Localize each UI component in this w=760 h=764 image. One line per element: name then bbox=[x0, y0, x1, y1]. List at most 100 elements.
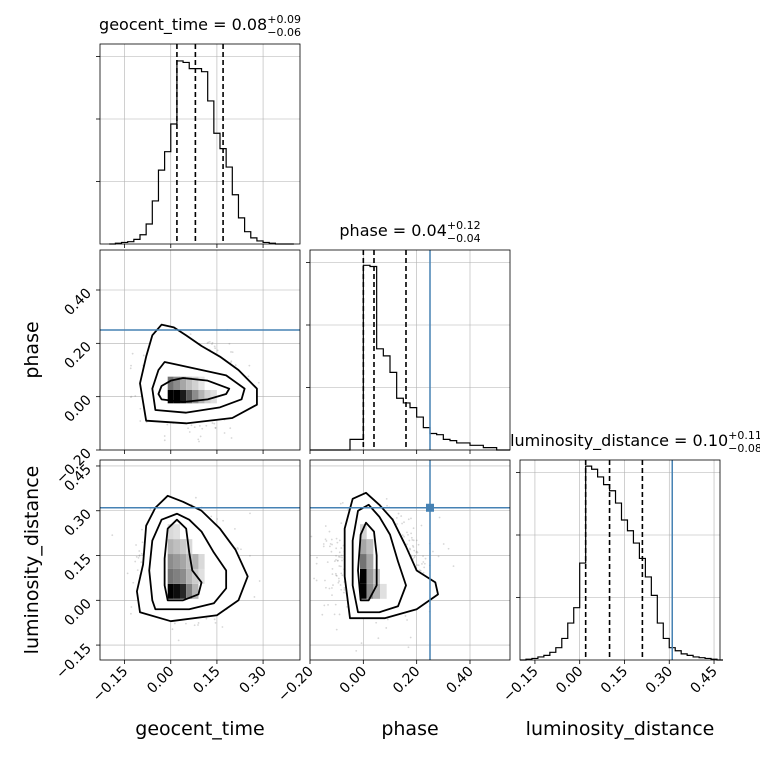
scatter-point bbox=[331, 594, 333, 596]
contour-level-2 bbox=[351, 503, 407, 614]
density-cell bbox=[360, 568, 367, 584]
scatter-point bbox=[214, 427, 217, 429]
scatter-point bbox=[337, 577, 340, 580]
scatter-point bbox=[214, 426, 217, 429]
scatter-point bbox=[416, 564, 418, 566]
scatter-point bbox=[335, 547, 338, 550]
scatter-point bbox=[249, 512, 251, 515]
scatter-point bbox=[135, 544, 137, 546]
scatter-point bbox=[325, 586, 327, 589]
scatter-point bbox=[417, 543, 420, 546]
scatter-point bbox=[213, 422, 216, 425]
scatter-point bbox=[335, 558, 337, 561]
scatter-point bbox=[339, 502, 342, 505]
contour-level-1 bbox=[163, 518, 203, 602]
scatter-point bbox=[230, 351, 232, 353]
scatter-point bbox=[138, 554, 141, 557]
density-cell bbox=[380, 583, 387, 599]
scatter-point bbox=[424, 557, 427, 560]
scatter-point bbox=[234, 364, 237, 367]
scatter-point bbox=[142, 354, 145, 357]
scatter-point bbox=[134, 560, 137, 563]
title-plus: +0.09 bbox=[267, 13, 301, 26]
scatter-point bbox=[163, 439, 166, 442]
scatter-point bbox=[134, 395, 137, 397]
scatter-point bbox=[452, 565, 455, 568]
title-value: 0.10 bbox=[693, 431, 729, 450]
y-axis-label-luminosity-distance: luminosity_distance bbox=[21, 466, 43, 655]
scatter-point bbox=[139, 407, 142, 410]
density-cell bbox=[192, 568, 199, 584]
x-tick-label: 0.20 bbox=[390, 664, 423, 697]
x-tick-label: 0.15 bbox=[598, 664, 631, 697]
contour-level-2 bbox=[148, 512, 228, 611]
scatter-point bbox=[410, 536, 413, 539]
scatter-point bbox=[336, 541, 339, 544]
density-cell bbox=[167, 390, 174, 404]
scatter-point bbox=[409, 636, 412, 639]
density-cell bbox=[186, 376, 193, 390]
scatter-point bbox=[336, 559, 339, 562]
panel-frame-2-2 bbox=[519, 459, 721, 661]
scatter-point bbox=[324, 538, 327, 541]
scatter-point bbox=[377, 637, 380, 640]
scatter-point bbox=[231, 351, 234, 354]
scatter-point bbox=[400, 515, 403, 517]
scatter-point bbox=[248, 364, 251, 367]
density-cell bbox=[173, 568, 180, 584]
scatter-point bbox=[340, 588, 343, 591]
scatter-point bbox=[337, 581, 340, 584]
scatter-point bbox=[131, 352, 134, 355]
scatter-point bbox=[342, 591, 345, 594]
scatter-point bbox=[438, 516, 441, 519]
scatter-point bbox=[211, 343, 213, 345]
x-tick-label: −0.15 bbox=[90, 664, 132, 706]
scatter-point bbox=[412, 539, 415, 542]
scatter-point bbox=[207, 341, 210, 344]
scatter-point bbox=[386, 618, 389, 621]
scatter-point bbox=[340, 547, 343, 549]
scatter-point bbox=[341, 556, 343, 559]
scatter-point bbox=[334, 572, 337, 575]
density-cell bbox=[167, 376, 174, 390]
scatter-point bbox=[325, 540, 328, 542]
density-cell bbox=[366, 539, 374, 555]
scatter-point bbox=[197, 622, 200, 624]
scatter-point bbox=[335, 574, 338, 577]
density-cell bbox=[373, 583, 380, 599]
scatter-point bbox=[140, 552, 143, 555]
scatter-point bbox=[335, 628, 338, 631]
scatter-point bbox=[214, 347, 217, 350]
density-cell bbox=[173, 524, 180, 540]
scatter-point bbox=[135, 555, 138, 558]
scatter-point bbox=[340, 572, 343, 575]
contour-level-3 bbox=[343, 491, 439, 620]
hist-panel-phase bbox=[306, 250, 510, 454]
scatter-point bbox=[411, 539, 414, 541]
scatter-point bbox=[337, 555, 340, 558]
y-tick-label: 0.40 bbox=[61, 286, 94, 319]
scatter-point bbox=[410, 532, 413, 535]
x-axis-label-luminosity-distance: luminosity_distance bbox=[526, 718, 715, 740]
x-tick-label: 0.00 bbox=[144, 664, 177, 697]
title-name: phase bbox=[339, 221, 387, 240]
scatter-point bbox=[201, 427, 204, 430]
scatter-point bbox=[336, 559, 339, 562]
scatter-point bbox=[138, 550, 141, 552]
scatter-point bbox=[338, 580, 340, 582]
scatter-point bbox=[341, 559, 343, 562]
hist-panel-geocent_time bbox=[96, 44, 300, 248]
scatter-point bbox=[193, 624, 196, 627]
scatter-point bbox=[407, 533, 409, 536]
scatter-point bbox=[190, 424, 193, 427]
hist-step-phase bbox=[310, 264, 510, 451]
density-cell bbox=[360, 524, 367, 540]
scatter-point bbox=[258, 580, 261, 582]
scatter-point bbox=[249, 554, 251, 557]
hist-title-luminosity_distance: luminosity_distance = 0.10+0.11 bbox=[510, 429, 760, 451]
x-tick-label: 0.40 bbox=[443, 664, 476, 697]
y-tick-label: 0.00 bbox=[61, 596, 94, 629]
scatter-point bbox=[395, 517, 398, 519]
scatter-point bbox=[419, 569, 422, 572]
scatter-point bbox=[211, 422, 214, 424]
